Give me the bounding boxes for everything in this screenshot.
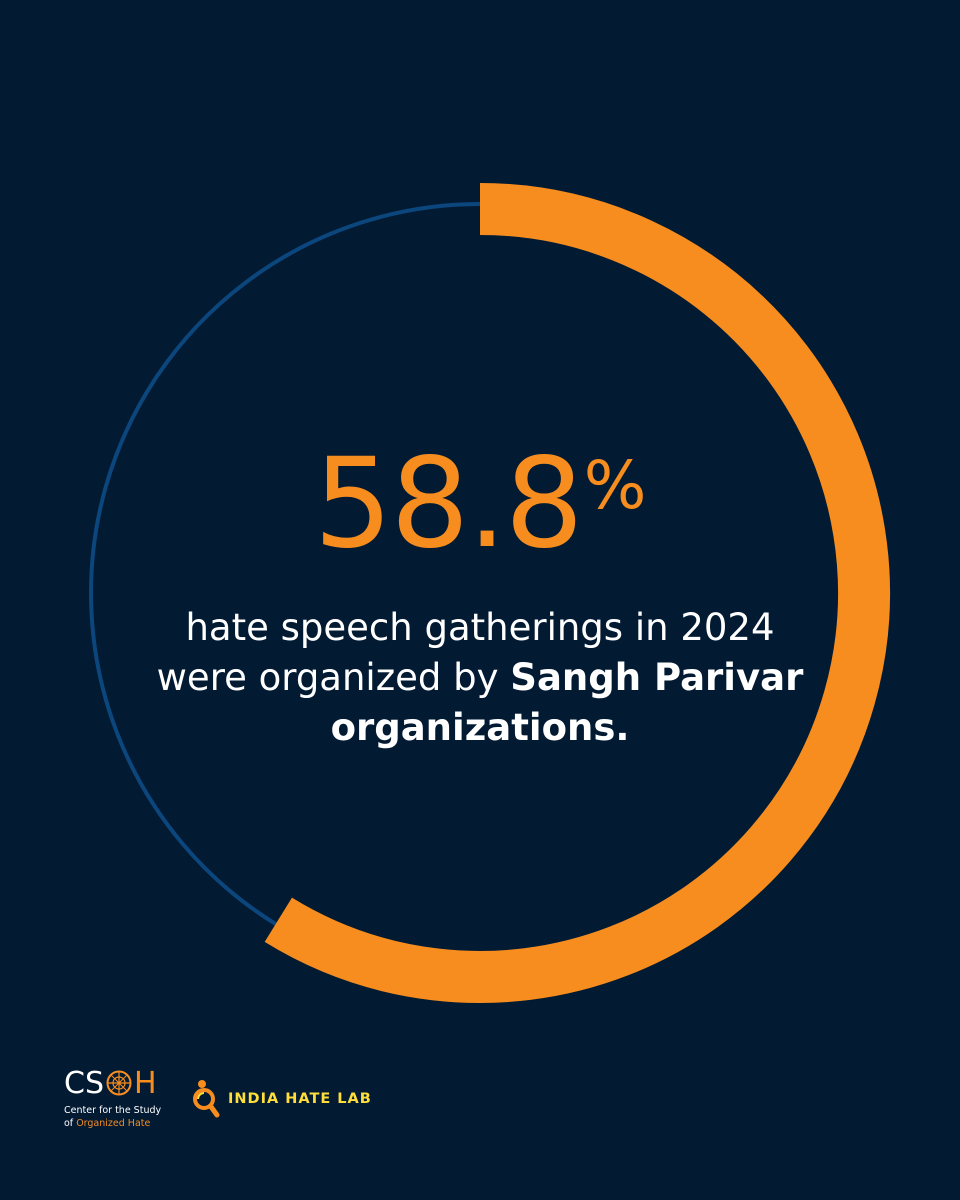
csoh-subtitle-line-2: of Organized Hate <box>64 1117 174 1130</box>
india-hate-lab-logo: INDIA HATE LAB <box>190 1078 372 1120</box>
csoh-subtitle: Center for the Study of Organized Hate <box>64 1104 174 1130</box>
magnifier-person-icon <box>193 1080 220 1118</box>
donut-remainder-arc <box>89 202 481 926</box>
stat-caption: hate speech gatherings in 2024 were orga… <box>0 603 960 753</box>
caption-line-2-emphasis: Sangh Parivar <box>510 656 804 699</box>
caption-line-2: were organized by Sangh Parivar <box>0 653 960 703</box>
csoh-logo: CS H Center for the Study of Organized H… <box>64 1066 174 1136</box>
csoh-wordmark: CS H <box>64 1065 174 1101</box>
csoh-subtitle-accent: Organized Hate <box>76 1118 151 1129</box>
headline-stat: 58.8% <box>0 442 960 566</box>
csoh-subtitle-line-1: Center for the Study <box>64 1105 162 1116</box>
caption-line-2-text: were organized by <box>156 656 511 699</box>
caption-line-1: hate speech gatherings in 2024 <box>185 606 775 649</box>
india-hate-lab-name: INDIA HATE LAB <box>228 1091 372 1107</box>
headline-unit: % <box>583 447 647 524</box>
caption-line-3-emphasis: organizations. <box>330 706 630 749</box>
caption-line-3: organizations. <box>0 703 960 753</box>
csoh-subtitle-of: of <box>64 1118 77 1129</box>
csoh-letters-cs: CS <box>64 1065 104 1101</box>
donut-value-arc <box>264 183 890 1003</box>
globe-icon <box>106 1070 132 1096</box>
headline-value: 58.8 <box>313 432 584 576</box>
csoh-letter-h: H <box>134 1065 157 1101</box>
